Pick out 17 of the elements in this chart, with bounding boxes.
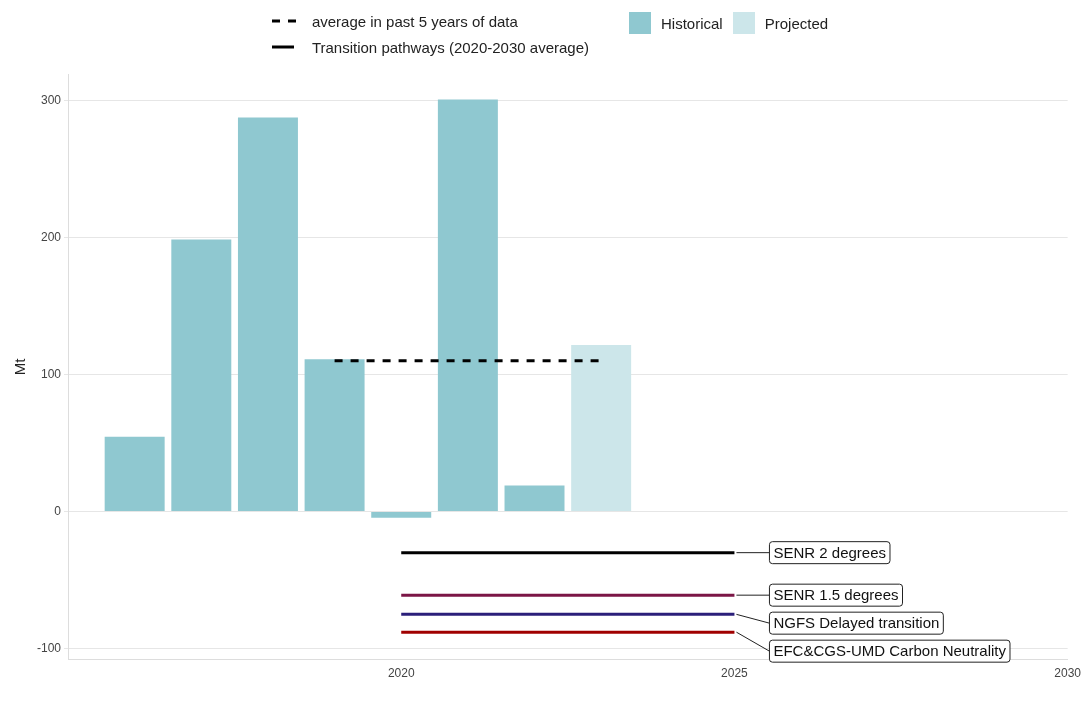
text: Transition pathways (2020-2030 average) xyxy=(311,38,590,56)
text: EFC&CGS-UMD Carbon Neutrality xyxy=(773,642,1007,660)
x-tick-label: 2025 xyxy=(721,666,749,681)
legend-label: Historical xyxy=(661,14,723,32)
text: SENR 1.5 degrees xyxy=(773,586,899,604)
y-tick-label: -100 xyxy=(36,640,62,655)
y-tick-label: 0 xyxy=(54,503,62,518)
text: NGFS Delayed transition xyxy=(773,614,940,632)
legend-label: Projected xyxy=(764,14,829,32)
y-tick-label: 100 xyxy=(40,366,62,381)
y-axis-title: Mt xyxy=(11,357,29,376)
y-tick-label: 200 xyxy=(40,229,62,244)
y-tick-label: 300 xyxy=(40,92,62,107)
x-tick-label: 2020 xyxy=(387,666,415,681)
text: SENR 2 degrees xyxy=(773,543,886,561)
x-tick-label: 2030 xyxy=(1054,666,1082,681)
legend-label: average in past 5 years of data xyxy=(311,12,518,30)
